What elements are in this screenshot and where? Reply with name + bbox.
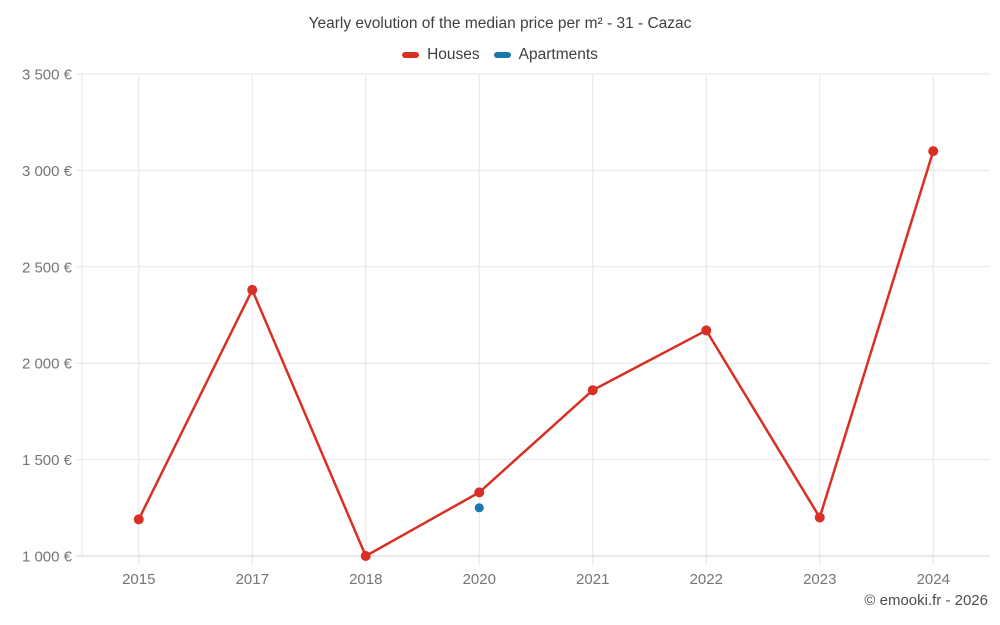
x-axis-tick-label-2022: 2022 xyxy=(690,571,723,588)
legend-label-houses: Houses xyxy=(427,46,480,63)
houses-point-2024[interactable] xyxy=(928,146,939,157)
apartments-legend-swatch-icon xyxy=(493,52,511,58)
x-axis-tick-label-2018: 2018 xyxy=(349,571,382,588)
y-axis-tick-label-2000: 2 000 € xyxy=(22,356,73,373)
legend-item-apartments[interactable]: Apartments xyxy=(493,46,598,64)
y-axis-tick-label-3500: 3 500 € xyxy=(22,67,73,84)
houses-point-2018[interactable] xyxy=(360,551,371,561)
houses-point-2020[interactable] xyxy=(474,487,485,498)
houses-legend-swatch-icon xyxy=(402,52,420,58)
legend-item-houses[interactable]: Houses xyxy=(402,46,480,64)
legend: Houses Apartments xyxy=(0,46,1000,64)
houses-line xyxy=(137,149,935,558)
chart-title: Yearly evolution of the median price per… xyxy=(308,15,692,32)
houses-point-2015[interactable] xyxy=(133,514,144,525)
y-axis-tick-label-3000: 3 000 € xyxy=(22,163,73,180)
x-axis-tick-label-2021: 2021 xyxy=(576,571,609,588)
y-axis-tick-label-2500: 2 500 € xyxy=(22,259,73,276)
houses-point-2022[interactable] xyxy=(701,325,712,336)
houses-point-2021[interactable] xyxy=(587,385,598,396)
y-axis-tick-label-1500: 1 500 € xyxy=(22,452,73,469)
apartments-point-2020[interactable] xyxy=(474,503,484,513)
houses-point-2017[interactable] xyxy=(247,284,258,295)
x-axis-tick-label-2017: 2017 xyxy=(236,571,269,588)
legend-label-apartments: Apartments xyxy=(518,46,598,63)
copyright-credit: © emooki.fr - 2026 xyxy=(864,592,988,609)
x-axis-tick-label-2023: 2023 xyxy=(803,571,836,588)
y-axis-tick-label-1000: 1 000 € xyxy=(22,549,73,566)
x-axis-tick-label-2024: 2024 xyxy=(917,571,950,588)
houses-point-2023[interactable] xyxy=(814,512,825,523)
x-axis-tick-label-2015: 2015 xyxy=(122,571,155,588)
x-axis-tick-label-2020: 2020 xyxy=(463,571,496,588)
